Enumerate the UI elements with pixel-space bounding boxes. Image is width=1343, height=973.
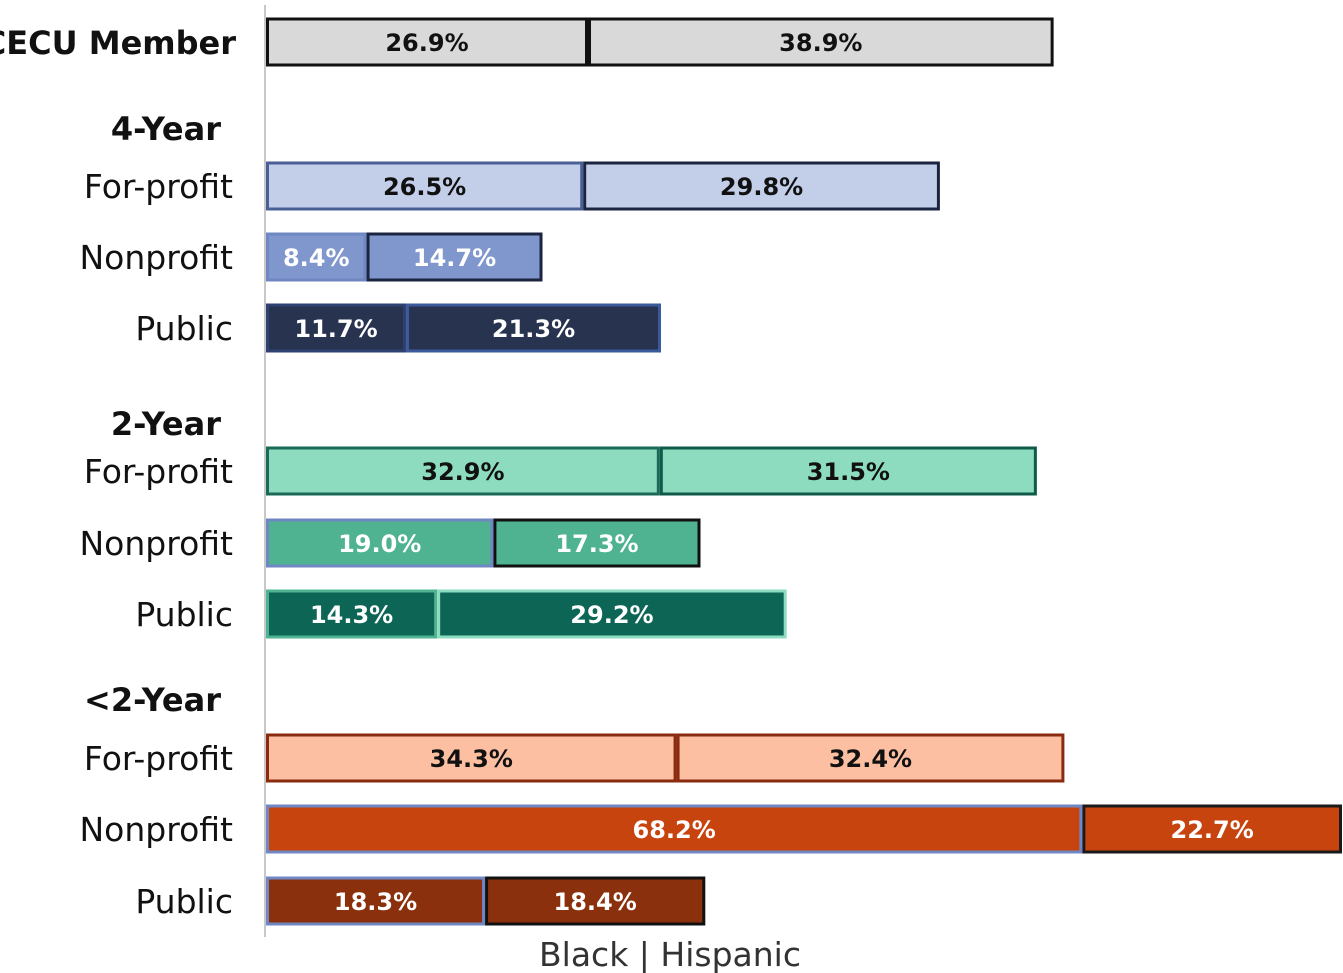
bar-value-label-hispanic: 31.5%: [807, 458, 890, 486]
bar-segment-black: [266, 161, 584, 211]
row-labels: CECU Member 4-Year For-profit Nonprofit Publ…: [0, 24, 236, 921]
bar-segment-black: [266, 518, 494, 568]
bar-value-label-black: 34.3%: [430, 745, 513, 773]
bar-segment-hispanic: [437, 589, 787, 639]
bar-segment-hispanic: [587, 17, 1054, 67]
bar-value-label-hispanic: 21.3%: [492, 315, 575, 343]
group-label: <2-Year: [84, 681, 221, 719]
bar-value-label-hispanic: 17.3%: [555, 530, 638, 558]
bar-segment-black: [266, 303, 407, 353]
bar-value-label-hispanic: 38.9%: [779, 29, 862, 57]
bar-segment-hispanic: [583, 161, 940, 211]
bar-value-label-black: 26.5%: [383, 173, 466, 201]
bar-segment-black: [266, 733, 677, 783]
bar-value-label-black: 8.4%: [283, 244, 350, 272]
bar-segment-black: [266, 232, 367, 282]
bar-value-label-black: 26.9%: [385, 29, 468, 57]
bar-value-label-hispanic: 32.4%: [829, 745, 912, 773]
row-label: For-profit: [84, 452, 233, 491]
row-label: For-profit: [84, 739, 233, 778]
bar-segment-hispanic: [485, 876, 706, 926]
row-label: Public: [135, 309, 233, 348]
bar-segment-hispanic: [366, 232, 543, 282]
bar-segment-hispanic: [659, 446, 1037, 496]
group-label: 2-Year: [111, 405, 221, 443]
bar-segment-hispanic: [676, 733, 1065, 783]
bar-value-label-hispanic: 14.7%: [413, 244, 496, 272]
bar-segment-black: [266, 589, 438, 639]
row-label: Nonprofit: [80, 524, 234, 563]
bar-segment-hispanic: [406, 303, 662, 353]
x-axis-title: Black | Hispanic: [539, 935, 801, 973]
bar-value-label-hispanic: 29.8%: [720, 173, 803, 201]
row-label: Public: [135, 882, 233, 921]
bar-segment-hispanic: [493, 518, 701, 568]
row-label: CECU Member: [0, 24, 236, 62]
bar-value-label-black: 68.2%: [633, 816, 716, 844]
bar-value-label-black: 18.3%: [334, 888, 417, 916]
bar-segment-black: [266, 804, 1083, 854]
row-label: For-profit: [84, 167, 233, 206]
bar-value-label-hispanic: 29.2%: [570, 601, 653, 629]
bar-segment-black: [266, 876, 486, 926]
bar-segment-black: [266, 446, 660, 496]
row-label: Public: [135, 595, 233, 634]
bar-value-label-black: 14.3%: [310, 601, 393, 629]
group-label: 4-Year: [111, 110, 221, 148]
bar-value-label-black: 11.7%: [294, 315, 377, 343]
bar-segment-black: [266, 17, 588, 67]
bar-value-label-black: 19.0%: [338, 530, 421, 558]
bar-segment-hispanic: [1082, 804, 1342, 854]
row-label: Nonprofit: [80, 810, 234, 849]
bar-value-label-hispanic: 18.4%: [554, 888, 637, 916]
bar-value-label-hispanic: 22.7%: [1171, 816, 1254, 844]
bar-value-label-black: 32.9%: [421, 458, 504, 486]
bars: 26.9% 38.9% 26.5% 29.8% 8.4% 14.7% 11.7% 21.3% 3…: [266, 17, 1342, 926]
row-label: Nonprofit: [80, 238, 234, 277]
